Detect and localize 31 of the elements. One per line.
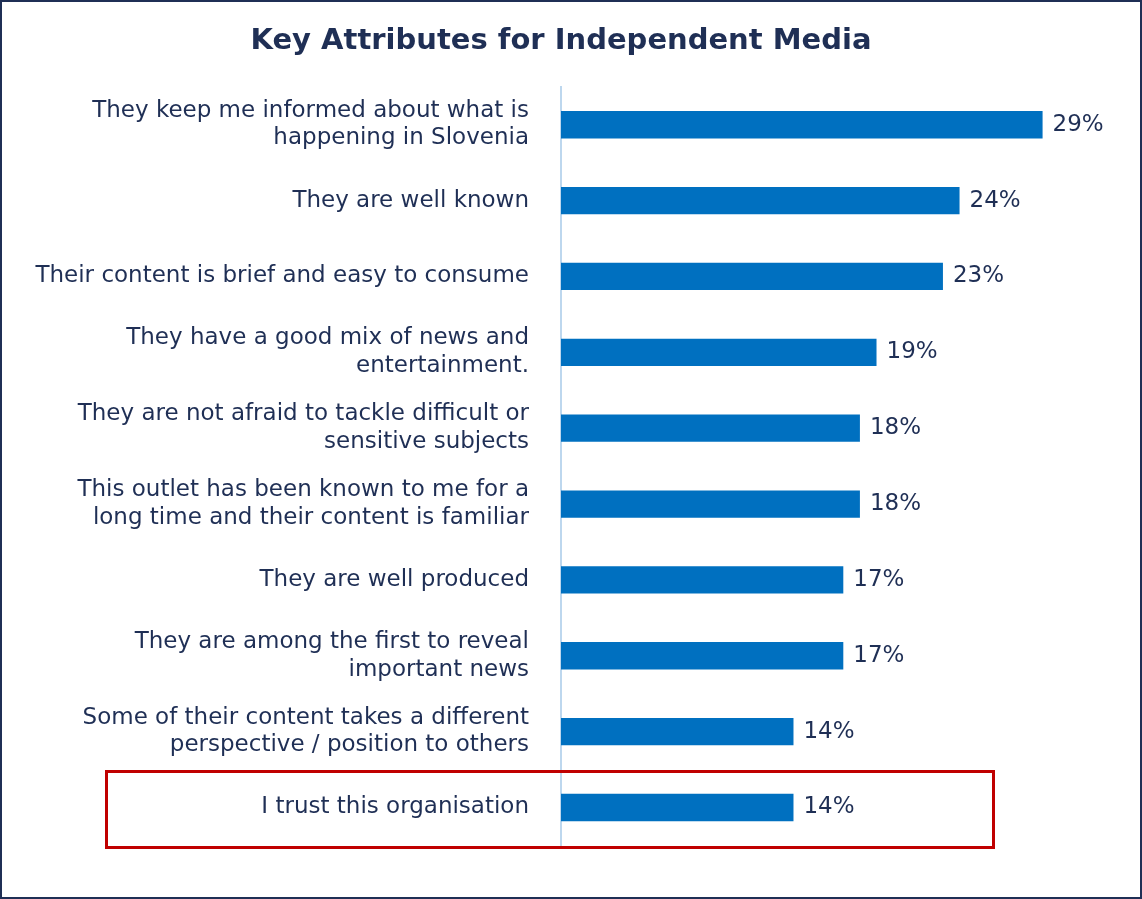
bar: [561, 642, 844, 670]
y-tick-label: I trust this organisation: [261, 792, 529, 819]
data-label: 23%: [952, 261, 1005, 288]
data-label: 17%: [853, 564, 905, 591]
bar: [561, 793, 794, 822]
y-tick-label: They have a good mix of news and entertainment.: [125, 323, 529, 378]
data-label: 18%: [869, 413, 922, 440]
bar: [561, 717, 794, 746]
bar: [561, 490, 860, 518]
data-label: 29%: [1052, 109, 1104, 136]
bar: [561, 262, 943, 291]
bar: [561, 186, 960, 215]
data-label: 24%: [969, 185, 1021, 212]
bar: [561, 566, 844, 594]
y-tick-label: They are well known: [291, 185, 529, 212]
y-tick-label: Their content is brief and easy to consume: [34, 261, 529, 288]
data-label: 14%: [803, 792, 855, 819]
y-tick-label: They are among the first to reveal important news: [133, 626, 529, 681]
data-label: 18%: [869, 489, 922, 515]
bar: [561, 111, 1043, 139]
y-tick-label: Some of their content takes a different perspective / position to others: [82, 702, 529, 757]
y-tick-label: This outlet has been known to me for a long time and their content is familiar: [76, 475, 530, 529]
y-tick-label: They keep me informed about what is happening in Slovenia: [91, 95, 529, 150]
data-label: 14%: [803, 716, 855, 743]
chart-title: Key Attributes for Independent Media: [250, 21, 872, 56]
data-label: 19%: [886, 337, 938, 364]
y-tick-label: They are well produced: [258, 564, 529, 591]
bar: [561, 338, 877, 366]
data-label: 17%: [853, 640, 905, 667]
y-tick-label: They are not afraid to tackle difficult or sensitive subjects: [76, 399, 530, 453]
bar: [561, 414, 860, 442]
